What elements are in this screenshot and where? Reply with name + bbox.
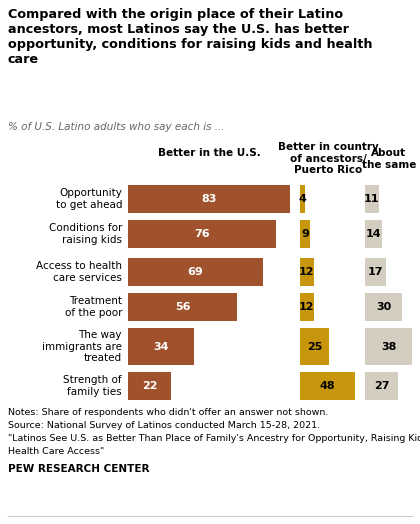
Text: 4: 4 <box>298 194 306 204</box>
Text: Compared with the origin place of their Latino
ancestors, most Latinos say the U: Compared with the origin place of their … <box>8 8 373 66</box>
Text: Notes: Share of respondents who didn't offer an answer not shown.: Notes: Share of respondents who didn't o… <box>8 408 328 417</box>
Text: 48: 48 <box>320 381 335 391</box>
Text: 83: 83 <box>201 194 217 204</box>
Text: 38: 38 <box>381 342 396 352</box>
Text: Access to health
care services: Access to health care services <box>36 261 122 283</box>
Text: Source: National Survey of Latinos conducted March 15-28, 2021.: Source: National Survey of Latinos condu… <box>8 421 320 430</box>
Text: 12: 12 <box>299 267 315 277</box>
Text: 22: 22 <box>142 381 157 391</box>
Text: Treatment
of the poor: Treatment of the poor <box>65 296 122 318</box>
Text: 30: 30 <box>376 302 391 312</box>
Text: 27: 27 <box>374 381 389 391</box>
Text: 12: 12 <box>299 302 315 312</box>
Text: 11: 11 <box>364 194 380 204</box>
Text: About
the same: About the same <box>362 148 416 170</box>
Text: PEW RESEARCH CENTER: PEW RESEARCH CENTER <box>8 464 150 474</box>
Text: Health Care Access": Health Care Access" <box>8 447 104 456</box>
Text: 17: 17 <box>368 267 383 277</box>
Text: 76: 76 <box>194 229 210 239</box>
Text: The way
immigrants are
treated: The way immigrants are treated <box>42 330 122 363</box>
Text: Opportunity
to get ahead: Opportunity to get ahead <box>55 188 122 210</box>
Text: % of U.S. Latino adults who say each is ...: % of U.S. Latino adults who say each is … <box>8 122 225 132</box>
Text: "Latinos See U.S. as Better Than Place of Family's Ancestry for Opportunity, Rai: "Latinos See U.S. as Better Than Place o… <box>8 434 420 443</box>
Text: 14: 14 <box>366 229 381 239</box>
Text: Strength of
family ties: Strength of family ties <box>63 375 122 397</box>
Text: 25: 25 <box>307 342 322 352</box>
Text: 9: 9 <box>301 229 309 239</box>
Text: Conditions for
raising kids: Conditions for raising kids <box>49 223 122 245</box>
Text: Better in the U.S.: Better in the U.S. <box>158 148 260 158</box>
Text: 69: 69 <box>187 267 203 277</box>
Text: Better in country
of ancestors/
Puerto Rico: Better in country of ancestors/ Puerto R… <box>278 142 378 175</box>
Text: 56: 56 <box>175 302 190 312</box>
Text: 34: 34 <box>153 342 169 352</box>
